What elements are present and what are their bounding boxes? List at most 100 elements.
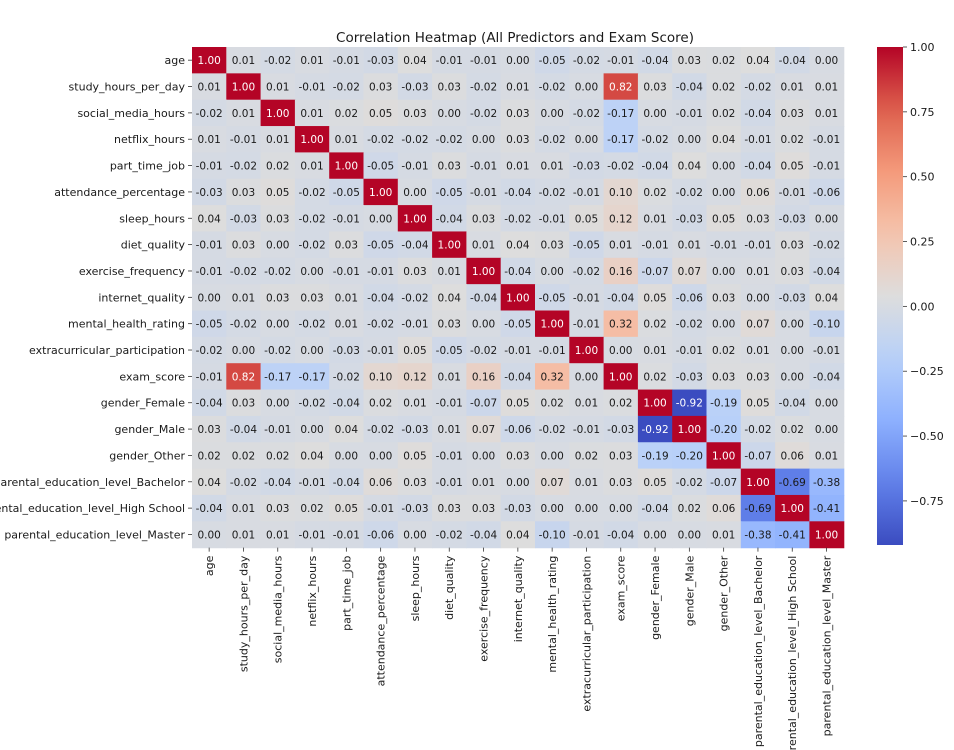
heatmap-cell — [329, 73, 365, 101]
cell-value-label: -0.41 — [779, 529, 806, 541]
cell-value-label: -0.01 — [573, 187, 600, 199]
heatmap-cell — [260, 47, 296, 74]
colorbar-tick-label: −0.25 — [910, 365, 944, 378]
cell-value-label: 0.01 — [266, 134, 289, 146]
cell-value-label: -0.01 — [367, 266, 394, 278]
cell-value-label: 0.05 — [781, 161, 804, 173]
cell-value-label: -0.01 — [813, 134, 840, 146]
heatmap-cell — [329, 415, 365, 443]
cell-value-label: 0.02 — [266, 450, 289, 462]
cell-value-label: -0.03 — [196, 187, 223, 199]
heatmap-cell — [535, 47, 570, 74]
cell-value-label: -0.02 — [298, 187, 325, 199]
heatmap-cell — [466, 73, 502, 101]
cell-value-label: 0.03 — [266, 292, 289, 304]
heatmap-cell — [603, 494, 639, 522]
cell-value-label: 0.04 — [197, 477, 221, 489]
heatmap-cell — [363, 494, 399, 522]
heatmap-cell — [809, 47, 845, 74]
heatmap-cell — [226, 468, 262, 496]
heatmap-cell — [294, 415, 330, 443]
cell-value-label: -0.07 — [641, 266, 668, 278]
y-tick-labels: age study_hours_per_day social_media_hours… — [0, 54, 192, 541]
heatmap-cell — [603, 73, 639, 101]
cell-value-label: -0.05 — [539, 55, 566, 67]
heatmap-cell — [569, 257, 605, 285]
cell-value-label: 0.00 — [300, 266, 323, 278]
cell-value-label: -0.02 — [436, 134, 463, 146]
cell-value-label: -0.04 — [744, 108, 771, 120]
cell-value-label: -0.02 — [539, 187, 566, 199]
y-tick-label: gender_Other — [109, 449, 185, 462]
cell-value-label: -0.02 — [744, 82, 771, 94]
heatmap-cell — [637, 152, 673, 180]
heatmap-cell — [569, 442, 605, 470]
heatmap-cell — [603, 257, 639, 285]
heatmap-cell — [672, 468, 708, 496]
cell-value-label: 0.06 — [781, 450, 805, 462]
cell-value-label: -0.04 — [813, 266, 840, 278]
cell-value-label: -0.02 — [367, 319, 394, 331]
heatmap-cell — [569, 126, 605, 153]
heatmap-cell — [500, 521, 536, 549]
heatmap-cell — [226, 442, 262, 470]
heatmap-cell — [637, 521, 673, 549]
cell-value-label: 0.00 — [197, 529, 220, 541]
heatmap-cell — [706, 99, 742, 127]
cell-value-label: -0.02 — [436, 529, 463, 541]
cell-value-label: 0.01 — [712, 529, 735, 541]
heatmap-cell — [569, 99, 605, 127]
heatmap-cell — [672, 389, 708, 417]
cell-value-label: 0.01 — [438, 266, 461, 278]
cell-value-label: -0.04 — [333, 398, 360, 410]
cell-value-label: 0.03 — [712, 292, 735, 304]
cell-value-label: -0.02 — [676, 187, 703, 199]
cell-value-label: 0.00 — [575, 371, 598, 383]
heatmap-cell — [637, 389, 673, 417]
heatmap-cell — [740, 205, 776, 233]
heatmap-cell — [500, 494, 536, 522]
cell-value-label: -0.02 — [367, 424, 394, 436]
heatmap-cell — [192, 126, 227, 153]
heatmap-cell — [740, 152, 776, 180]
heatmap-cell — [809, 415, 845, 443]
cell-value-label: -0.02 — [641, 134, 668, 146]
cell-value-label: 0.00 — [643, 108, 666, 120]
cell-value-label: 0.01 — [781, 82, 804, 94]
cell-value-label: -0.01 — [573, 424, 600, 436]
heatmap-cell — [535, 363, 570, 391]
heatmap-cell — [569, 205, 605, 233]
heatmap-cell — [809, 310, 845, 338]
cell-value-label: -0.01 — [230, 134, 257, 146]
cell-value-label: 0.01 — [335, 134, 358, 146]
heatmap-cell — [672, 521, 708, 549]
heatmap-cell — [603, 468, 639, 496]
cell-value-label: 0.00 — [438, 108, 461, 120]
cell-value-label: 0.02 — [232, 450, 255, 462]
cell-value-label: 0.01 — [300, 108, 323, 120]
heatmap-cell — [363, 257, 399, 285]
y-tick-label: internet_quality — [98, 291, 185, 304]
cell-value-label: -0.02 — [539, 82, 566, 94]
heatmap-cell — [672, 363, 708, 391]
heatmap-cell — [672, 257, 708, 285]
heatmap-cell — [294, 336, 330, 364]
cell-value-label: -0.06 — [367, 529, 394, 541]
heatmap-cell — [260, 363, 296, 391]
cell-value-label: -0.01 — [504, 345, 531, 357]
cell-value-label: 0.03 — [472, 213, 495, 225]
heatmap-cell — [500, 310, 536, 338]
heatmap-cell — [294, 521, 330, 549]
cell-value-label: -0.03 — [367, 55, 394, 67]
heatmap-cell — [432, 521, 467, 549]
heatmap-cell — [637, 205, 673, 233]
heatmap-cell — [397, 178, 433, 206]
cell-value-label: -0.38 — [813, 477, 840, 489]
heatmap-cell — [775, 389, 810, 417]
cell-value-label: -0.04 — [813, 371, 840, 383]
cell-value-label: 0.00 — [403, 529, 426, 541]
heatmap-cell — [294, 231, 330, 259]
heatmap-cell — [329, 99, 365, 127]
heatmap-cell — [260, 468, 296, 496]
cell-value-label: -0.02 — [264, 55, 291, 67]
